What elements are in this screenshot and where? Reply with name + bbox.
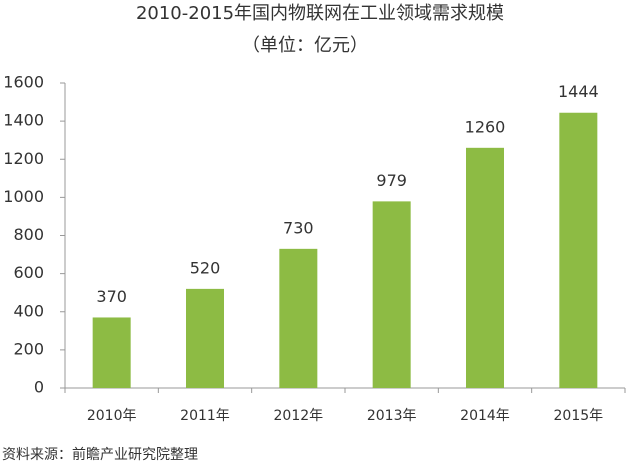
data-label: 370	[96, 287, 127, 306]
y-tick-label: 200	[13, 339, 44, 358]
y-tick-label: 1600	[3, 73, 44, 92]
chart-subtitle: （单位：亿元）	[242, 35, 368, 56]
bar	[186, 288, 224, 388]
bar	[92, 317, 131, 388]
bar	[279, 248, 318, 388]
data-label: 730	[283, 218, 314, 237]
y-tick-label: 400	[13, 301, 44, 320]
data-label: 520	[190, 258, 221, 277]
x-tick-label: 2012年	[274, 408, 324, 424]
chart-title: 2010-2015年国内物联网在工业领域需求规模	[136, 3, 504, 24]
y-tick-label: 1000	[3, 187, 44, 206]
x-tick-label: 2014年	[460, 408, 510, 424]
data-label: 979	[376, 171, 407, 190]
x-tick-label: 2013年	[367, 408, 417, 424]
data-label: 1444	[558, 82, 599, 101]
y-tick-label: 0	[34, 378, 44, 397]
data-label: 1260	[465, 117, 506, 136]
bar	[372, 201, 411, 388]
bar	[559, 112, 598, 389]
y-tick-label: 1400	[3, 111, 44, 130]
source-note: 资料来源：前瞻产业研究院整理	[2, 446, 198, 463]
x-tick-label: 2010年	[87, 408, 137, 424]
y-tick-label: 800	[13, 225, 44, 244]
bar	[466, 147, 504, 388]
y-tick-label: 1200	[3, 149, 44, 168]
x-tick-label: 2015年	[554, 408, 604, 424]
x-tick-label: 2011年	[180, 408, 230, 424]
y-tick-label: 600	[13, 263, 44, 282]
